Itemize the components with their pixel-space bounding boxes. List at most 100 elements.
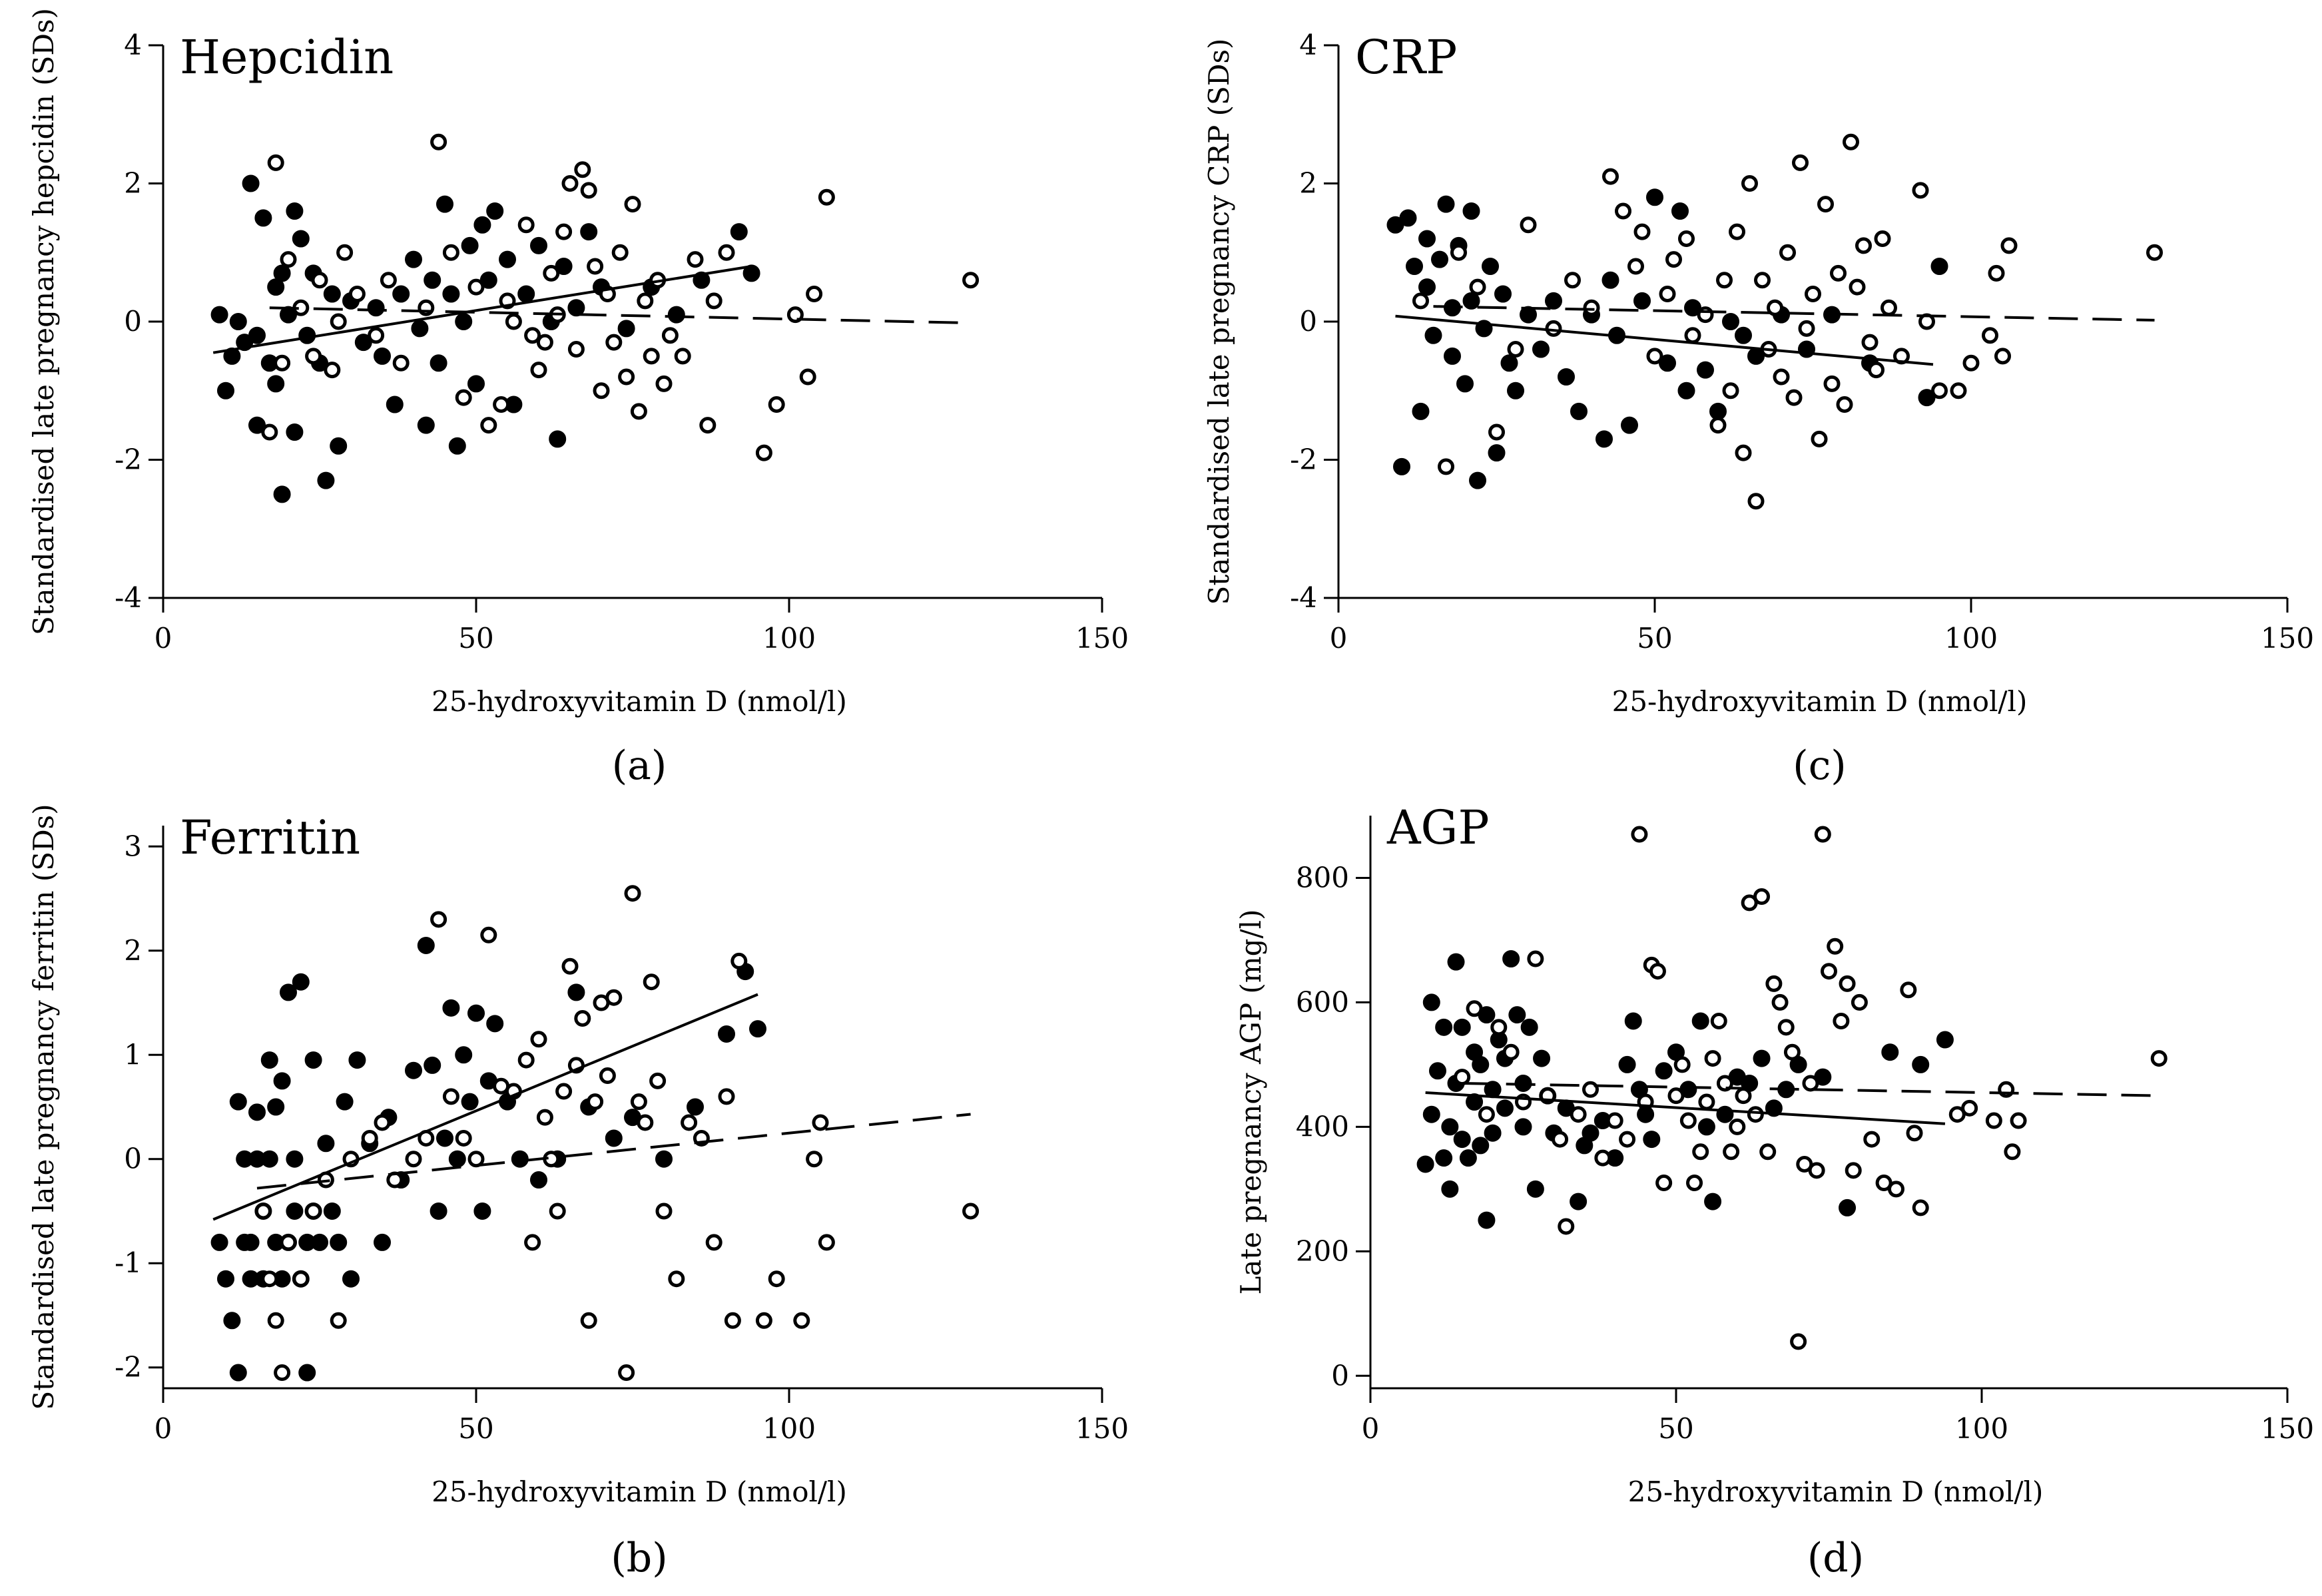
point-filled	[1533, 1049, 1551, 1067]
point-filled	[248, 326, 266, 344]
point-open	[561, 957, 579, 975]
point-filled	[567, 983, 585, 1001]
point-open	[1849, 278, 1866, 296]
point-open	[555, 223, 573, 240]
point-open	[1931, 382, 1948, 399]
point-filled	[448, 437, 466, 455]
point-filled	[1570, 402, 1588, 420]
x-tick-label: 0	[154, 1412, 172, 1445]
fit-line-dashed	[1462, 1081, 2160, 1097]
point-open	[668, 1270, 685, 1288]
point-open	[530, 362, 547, 379]
point-open	[1982, 327, 1998, 344]
point-open	[1817, 196, 1834, 213]
point-filled	[286, 1150, 304, 1168]
point-open	[624, 885, 641, 902]
fit-line-dashed	[1433, 305, 2155, 322]
point-filled	[1447, 953, 1465, 971]
point-open	[1490, 1019, 1508, 1036]
point-filled	[1596, 430, 1613, 448]
point-open	[1950, 382, 1967, 399]
point-open	[536, 1109, 553, 1126]
point-open	[1649, 963, 1666, 980]
y-tick-label: 0	[1299, 305, 1317, 338]
point-open	[1527, 950, 1544, 967]
point-open	[536, 334, 553, 351]
fit-line-solid	[212, 993, 758, 1221]
panel-caption: (b)	[611, 1535, 667, 1581]
point-open	[1747, 493, 1765, 510]
point-open	[730, 952, 748, 969]
point-filled	[442, 285, 460, 303]
point-filled	[280, 983, 297, 1001]
y-tick-label: 0	[1331, 1359, 1349, 1392]
point-open	[1839, 975, 1856, 992]
point-open	[687, 251, 704, 268]
point-open	[392, 354, 410, 372]
point-filled	[1697, 1118, 1715, 1136]
point-filled	[260, 1051, 278, 1069]
point-open	[1686, 1175, 1703, 1192]
point-open	[267, 1312, 284, 1329]
point-filled	[1691, 1012, 1709, 1030]
point-filled	[1507, 382, 1524, 399]
point-filled	[374, 347, 391, 365]
point-open	[1488, 423, 1505, 441]
point-filled	[229, 1093, 247, 1111]
point-open	[280, 251, 297, 268]
point-filled	[292, 973, 310, 991]
point-open	[1627, 258, 1644, 275]
point-open	[2000, 237, 2018, 254]
y-tick-label: -1	[115, 1246, 142, 1279]
point-filled	[417, 416, 435, 434]
point-filled	[1482, 258, 1499, 275]
point-open	[1836, 396, 1853, 413]
point-open	[618, 1364, 635, 1382]
chart-panel-d: 0 50 100 150 0 200 400 600 800 25-hydroxyvitamin …	[1235, 800, 2314, 1581]
point-filled	[455, 313, 473, 330]
y-tick-label: 2	[124, 934, 142, 967]
point-open	[1855, 237, 1872, 254]
point-filled	[229, 313, 247, 330]
point-open	[1765, 975, 1783, 992]
point-open	[624, 196, 641, 213]
point-open	[1792, 154, 1809, 171]
point-filled	[436, 195, 453, 213]
point-filled	[1435, 1149, 1453, 1167]
point-open	[348, 286, 366, 302]
point-open	[580, 182, 597, 199]
point-filled	[467, 375, 485, 393]
x-axis-title: 25-hydroxyvitamin D (nmol/l)	[1628, 1475, 2044, 1508]
point-filled	[1912, 1055, 1930, 1073]
y-tick-label: 4	[1299, 29, 1317, 61]
point-open	[1948, 1106, 1966, 1123]
point-open	[1805, 286, 1821, 302]
point-open	[1747, 1106, 1764, 1123]
point-filled	[667, 306, 685, 324]
point-open	[1698, 1093, 1715, 1111]
panel-title: Hepcidin	[180, 30, 394, 85]
y-tick-label: 2	[1299, 167, 1317, 200]
point-filled	[718, 1025, 735, 1043]
point-open	[1906, 1125, 1923, 1142]
chart-panel-b: 0 50 100 150 -2 -1 0 1 2 3 25-hydroxyvitamin D (nm…	[27, 804, 1129, 1581]
point-filled	[1735, 326, 1752, 344]
point-open	[1679, 1112, 1697, 1129]
point-open	[1823, 375, 1841, 392]
panel-title: AGP	[1386, 800, 1490, 855]
point-filled	[1633, 292, 1651, 310]
x-axis-title: 25-hydroxyvitamin D (nmol/l)	[432, 1475, 847, 1508]
point-filled	[229, 1364, 247, 1382]
point-open	[630, 1093, 647, 1111]
point-open	[1631, 826, 1648, 843]
point-open	[311, 272, 328, 289]
point-open	[1988, 264, 2005, 282]
point-open	[806, 286, 823, 302]
point-filled	[386, 396, 404, 413]
point-open	[705, 1234, 723, 1251]
point-open	[305, 348, 322, 365]
point-open	[1843, 133, 1859, 150]
point-open	[1692, 1143, 1709, 1161]
point-open	[2004, 1143, 2021, 1161]
